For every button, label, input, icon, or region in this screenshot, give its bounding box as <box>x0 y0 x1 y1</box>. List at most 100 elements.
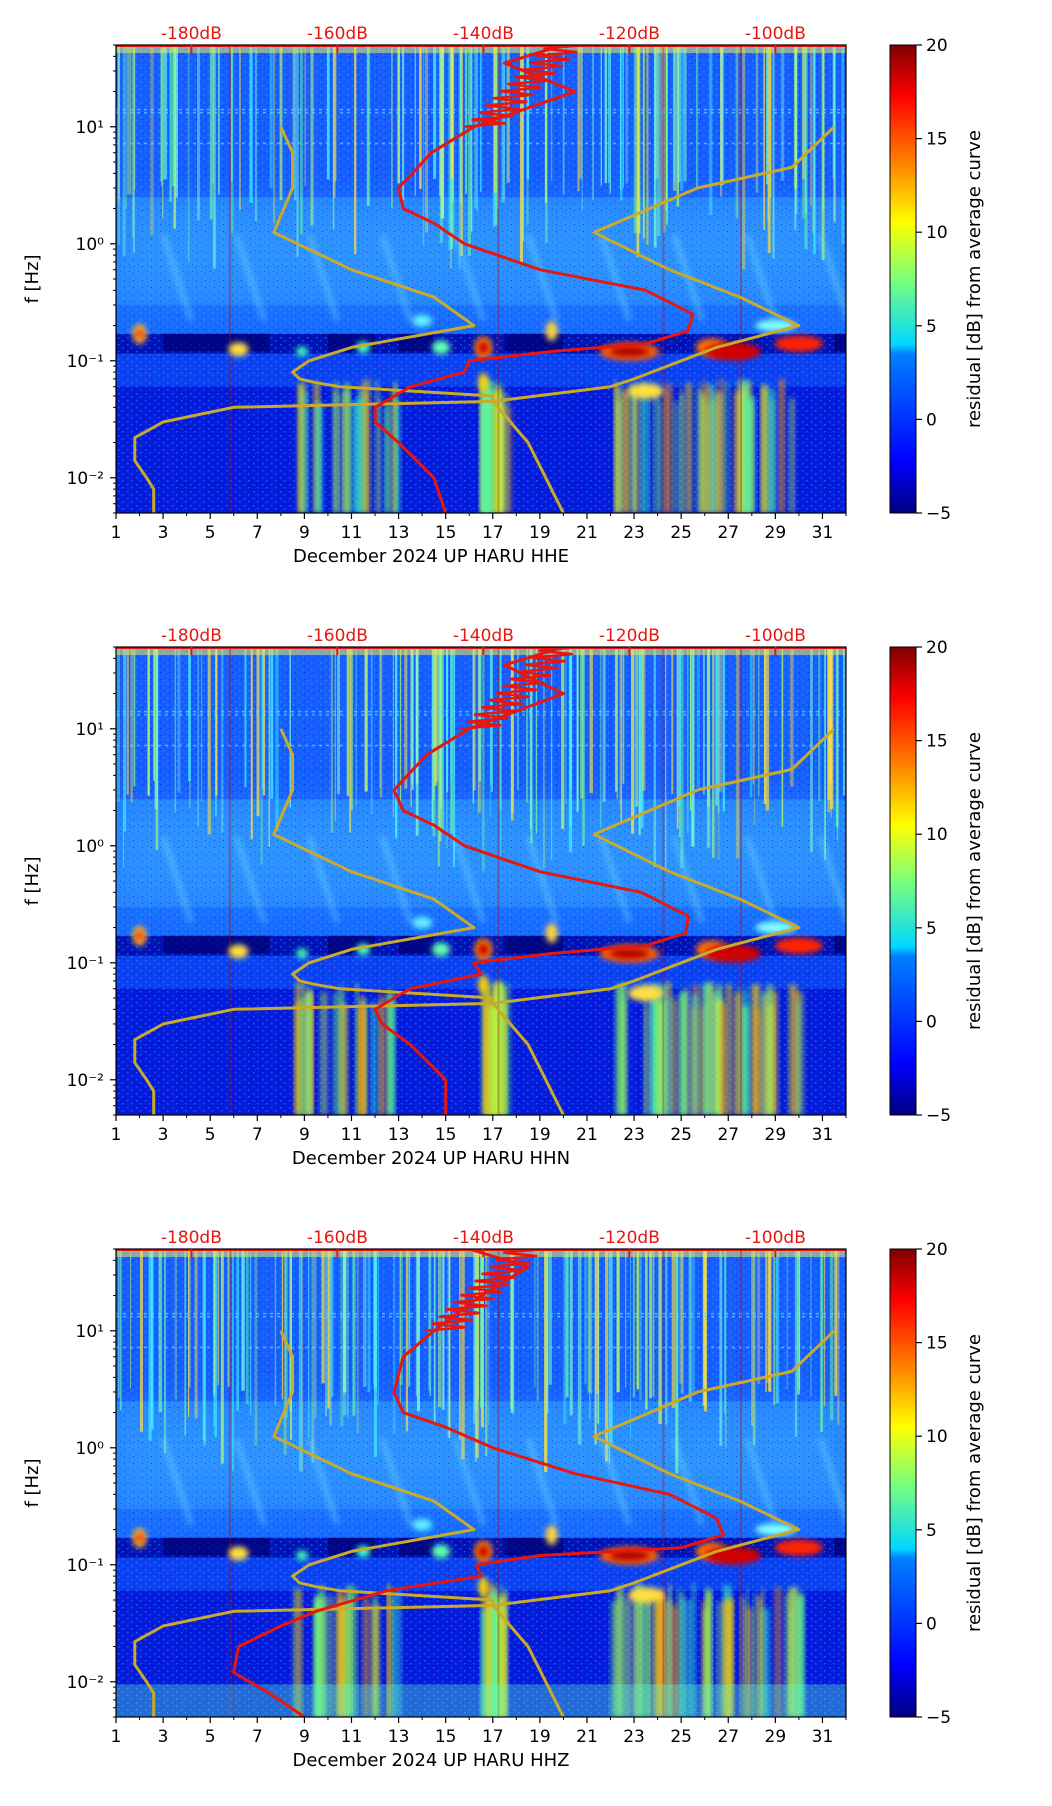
heatmap-streak <box>709 45 713 215</box>
heatmap-streak <box>249 1249 252 1416</box>
heatmap-low-streak <box>391 390 395 513</box>
heatmap-blob <box>478 1576 489 1597</box>
heatmap-streak <box>677 647 681 807</box>
heatmap-streak <box>119 1249 122 1411</box>
heatmap-streak <box>416 1249 420 1412</box>
heatmap-streak <box>477 647 479 815</box>
heatmap-streak <box>488 1249 490 1426</box>
colorbar-gradient <box>889 646 917 1116</box>
heatmap-low-streak <box>789 1609 793 1717</box>
heatmap-low-streak <box>722 379 725 513</box>
heatmap-low-streak <box>295 1589 302 1717</box>
heatmap-red-line <box>662 647 665 1115</box>
heatmap-top-band <box>116 647 846 655</box>
heatmap-low-streak <box>681 991 688 1115</box>
heatmap-blob <box>704 342 761 361</box>
heatmap-streak <box>608 45 610 184</box>
heatmap-streak <box>715 647 718 806</box>
heatmap-streak <box>285 1249 288 1418</box>
heatmap-low-streak <box>680 385 683 513</box>
heatmap-streak <box>742 45 746 270</box>
heatmap-low-streak <box>740 1595 745 1717</box>
heatmap-blob <box>545 320 558 341</box>
heatmap-blob <box>136 1533 143 1542</box>
heatmap-streak <box>460 45 463 257</box>
heatmap-low-streak <box>768 387 776 513</box>
heatmap-low-streak <box>762 1608 769 1717</box>
heatmap-low-streak <box>315 1592 319 1717</box>
heatmap-streak <box>321 1249 325 1384</box>
heatmap-low-streak <box>490 1588 497 1717</box>
heatmap-low-streak <box>504 984 511 1115</box>
heatmap-low-streak <box>671 994 675 1115</box>
x-tick-label: 11 <box>341 1727 363 1747</box>
heatmap-streak <box>275 647 279 832</box>
heatmap-low-streak <box>310 994 314 1115</box>
heatmap-streak <box>790 647 794 787</box>
heatmap-low-streak <box>487 989 490 1115</box>
heatmap-streak <box>652 1249 655 1397</box>
heatmap-streak <box>757 647 760 797</box>
heatmap-streak <box>194 1249 198 1418</box>
heatmap-streak <box>283 1249 287 1455</box>
db-label: -100dB <box>745 626 806 646</box>
heatmap-blob <box>431 340 450 355</box>
heatmap-streak <box>609 45 611 194</box>
heatmap-streak <box>268 647 270 847</box>
heatmap-low-streak <box>351 401 358 513</box>
heatmap-blob <box>228 342 249 357</box>
heatmap-streak <box>794 45 797 189</box>
x-axis-label: December 2024 UP HARU HHN <box>292 1148 570 1169</box>
heatmap-streak <box>236 1249 239 1412</box>
heatmap-streak <box>437 647 440 867</box>
colorbar-tick-label: 0 <box>926 410 937 430</box>
heatmap-streak <box>658 1249 662 1425</box>
heatmap-streak <box>350 647 353 811</box>
x-tick-label: 15 <box>435 1727 457 1747</box>
heatmap-streak <box>379 647 383 798</box>
heatmap-low-streak <box>628 1596 634 1717</box>
heatmap-diagonal <box>525 233 560 322</box>
heatmap-streak <box>581 45 584 212</box>
heatmap-streak <box>813 45 816 255</box>
heatmap-streak <box>342 1249 347 1393</box>
heatmap-streak <box>696 45 698 189</box>
heatmap-streak <box>666 45 668 225</box>
heatmap-low-streak <box>634 1601 637 1717</box>
heatmap-streak <box>735 45 739 219</box>
heatmap-streak <box>188 1249 190 1417</box>
heatmap-low-streak <box>393 382 397 513</box>
colorbar-label: residual [dB] from average curve <box>964 1334 985 1632</box>
heatmap-streak <box>446 647 449 793</box>
heatmap-low-streak <box>378 395 382 513</box>
x-tick-label: 23 <box>623 1125 645 1145</box>
heatmap-diagonal <box>306 835 341 924</box>
heatmap-streak <box>425 45 429 233</box>
heatmap-low-streak <box>701 395 706 513</box>
noise-model-curve-high <box>491 727 836 1115</box>
heatmap-low-streak <box>673 999 678 1115</box>
heatmap-low-streak <box>315 402 322 513</box>
heatmap-streak <box>373 1249 375 1385</box>
heatmap-red-line <box>229 1249 232 1717</box>
heatmap-low-streak <box>741 380 749 513</box>
db-label: -160dB <box>307 1228 368 1248</box>
heatmap-streak <box>704 1249 707 1412</box>
heatmap-red-line <box>740 45 743 513</box>
heatmap-streak <box>631 647 635 834</box>
heatmap-low-streak <box>725 382 730 513</box>
heatmap-streak <box>632 1249 635 1398</box>
heatmap-streak <box>520 45 523 263</box>
heatmap-streak <box>269 45 273 189</box>
heatmap-streak <box>130 45 132 195</box>
heatmap-dark-patch <box>834 333 846 352</box>
heatmap-streak <box>448 45 452 250</box>
heatmap-low-streak <box>298 998 306 1115</box>
psd-curve-detail <box>459 647 581 731</box>
psd-curve <box>232 1249 725 1717</box>
heatmap-streak <box>139 1249 143 1432</box>
heatmap-low-streak <box>302 390 309 513</box>
heatmap-streak <box>256 647 260 817</box>
